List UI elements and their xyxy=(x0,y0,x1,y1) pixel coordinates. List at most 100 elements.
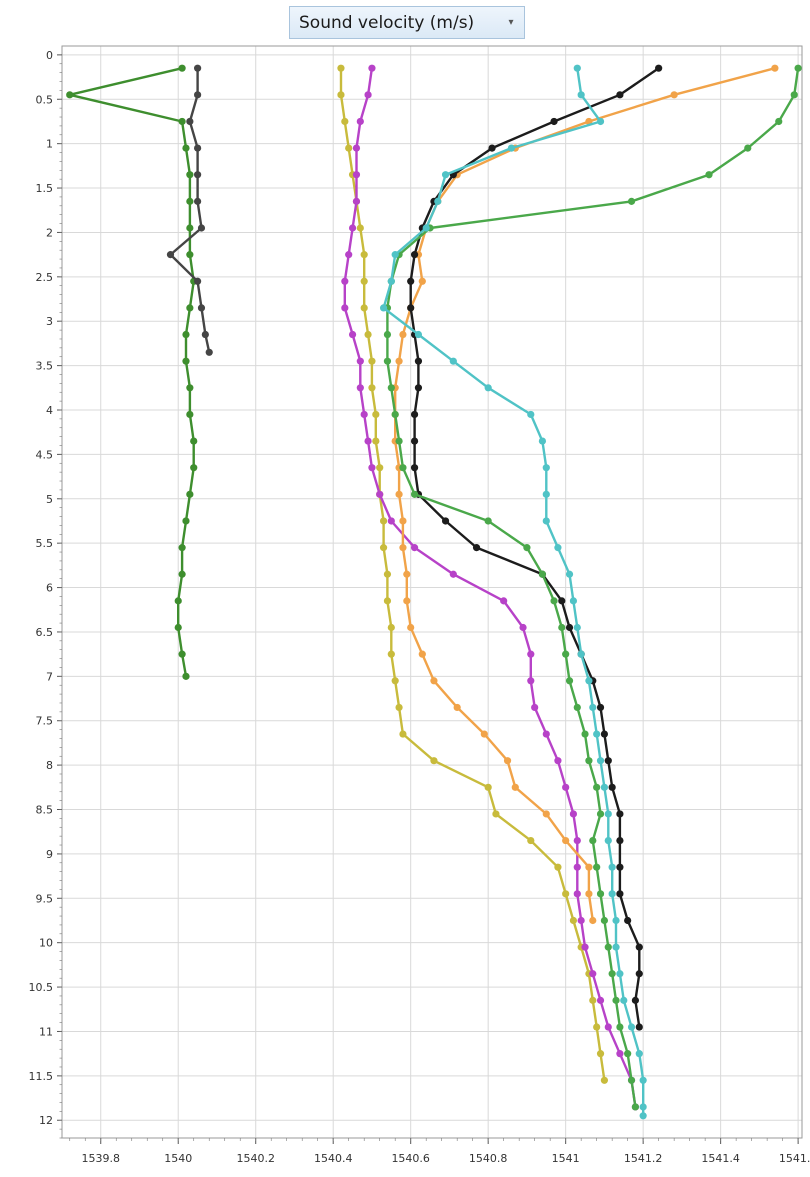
x-tick-label: 1539.8 xyxy=(81,1152,120,1165)
data-point xyxy=(410,410,419,419)
data-point xyxy=(197,224,206,232)
data-point xyxy=(639,1112,647,1120)
data-point xyxy=(527,410,535,419)
y-tick-label: 5 xyxy=(46,493,53,506)
data-point xyxy=(573,623,581,632)
data-point xyxy=(550,117,558,126)
y-tick-label: 10.5 xyxy=(29,981,54,994)
x-tick-label: 1540.8 xyxy=(469,1152,508,1165)
data-point xyxy=(356,357,364,365)
data-point xyxy=(345,251,353,259)
y-tick-label: 7 xyxy=(46,670,53,683)
data-point xyxy=(585,757,593,765)
series-line xyxy=(339,68,606,1081)
data-point xyxy=(337,91,345,99)
data-point xyxy=(410,437,419,445)
data-point xyxy=(577,916,585,925)
data-point xyxy=(542,464,550,472)
data-point xyxy=(174,623,182,632)
measurement-selector-dropdown[interactable]: Sound velocity (m/s) ▾ xyxy=(289,6,525,39)
data-point xyxy=(364,91,372,99)
data-point xyxy=(503,757,512,765)
series-line xyxy=(394,67,776,921)
data-point xyxy=(523,544,531,552)
data-point xyxy=(356,224,364,232)
data-point xyxy=(624,916,632,925)
data-point xyxy=(775,117,783,126)
series-7 xyxy=(383,64,802,1111)
y-tick-label: 0.5 xyxy=(36,93,54,106)
x-tick-label: 1540.4 xyxy=(314,1152,353,1165)
data-point xyxy=(585,890,593,898)
data-point xyxy=(542,730,550,738)
y-tick-label: 2 xyxy=(46,226,53,239)
data-point xyxy=(368,384,376,392)
data-point xyxy=(399,517,407,525)
data-point xyxy=(383,330,392,339)
data-point xyxy=(593,783,601,791)
data-point xyxy=(360,277,368,285)
data-point xyxy=(414,330,423,339)
data-point xyxy=(194,64,202,72)
data-point xyxy=(379,544,388,552)
data-point xyxy=(604,1023,612,1031)
data-point xyxy=(562,650,570,658)
data-point xyxy=(376,490,384,498)
data-point xyxy=(434,197,442,205)
data-point xyxy=(352,197,361,205)
data-point xyxy=(604,943,612,951)
data-point xyxy=(399,544,407,552)
y-tick-label: 1.5 xyxy=(36,182,54,195)
chart-grid xyxy=(62,46,802,1138)
data-point xyxy=(391,251,399,259)
data-point xyxy=(562,836,570,845)
data-point xyxy=(190,437,198,445)
data-point xyxy=(348,224,357,232)
data-point xyxy=(194,91,202,99)
data-point xyxy=(201,330,209,339)
data-point xyxy=(484,517,492,525)
series-line xyxy=(68,67,195,677)
data-point xyxy=(565,677,574,685)
y-tick-label: 3.5 xyxy=(36,360,54,373)
data-point xyxy=(186,117,194,126)
data-point xyxy=(379,517,388,525)
data-point xyxy=(538,437,547,445)
data-point xyxy=(387,623,395,632)
data-point xyxy=(565,623,574,632)
y-tick-label: 2.5 xyxy=(36,271,54,284)
data-point xyxy=(387,384,395,392)
data-point xyxy=(182,330,190,339)
data-point xyxy=(608,783,616,791)
data-point xyxy=(376,464,384,472)
y-tick-label: 6 xyxy=(46,582,53,595)
data-point xyxy=(368,464,376,472)
data-point xyxy=(542,517,550,525)
data-point xyxy=(414,384,423,392)
data-point xyxy=(441,171,450,179)
y-tick-label: 8 xyxy=(46,759,53,772)
data-point xyxy=(585,863,593,871)
data-point xyxy=(596,703,605,712)
data-point xyxy=(453,703,461,712)
data-point xyxy=(368,64,376,72)
data-point xyxy=(573,703,581,712)
y-tick-label: 12 xyxy=(39,1114,53,1127)
data-point xyxy=(205,348,213,356)
data-point xyxy=(407,623,415,632)
data-point xyxy=(705,171,713,179)
data-point xyxy=(554,757,562,765)
data-point xyxy=(655,64,663,72)
data-point xyxy=(352,171,361,179)
data-point xyxy=(383,597,392,605)
chevron-down-icon[interactable]: ▾ xyxy=(508,17,514,28)
data-point xyxy=(596,890,605,898)
data-point xyxy=(387,650,395,658)
data-point xyxy=(182,357,190,365)
y-tick-label: 4.5 xyxy=(36,448,54,461)
data-point xyxy=(341,304,349,312)
data-point xyxy=(383,357,392,365)
data-point xyxy=(608,970,616,978)
data-point xyxy=(635,943,643,951)
